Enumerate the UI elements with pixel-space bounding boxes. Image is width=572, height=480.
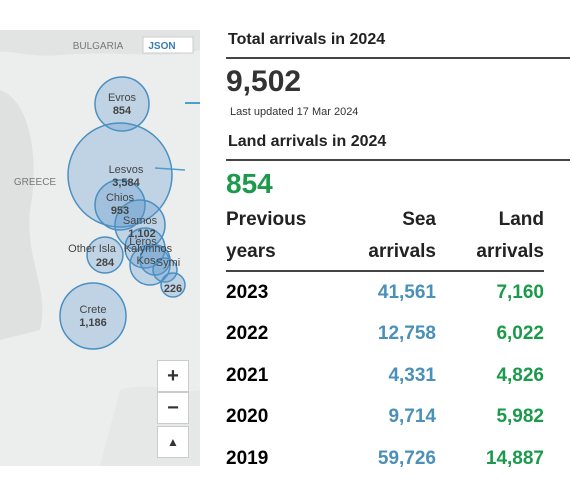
zoom-out[interactable]: − — [157, 392, 189, 424]
point-name: Kalymnos — [124, 243, 173, 255]
row: 2019 59,726 14,887 — [226, 438, 544, 480]
point-value: 3,584 — [112, 177, 140, 189]
land-arrivals: 7,160 — [496, 281, 544, 303]
point-value: 284 — [96, 257, 115, 269]
year: 2021 — [226, 364, 269, 386]
land-title: Land arrivals in 2024 — [228, 133, 387, 150]
point-name: Chios — [106, 192, 135, 204]
year: 2019 — [226, 447, 269, 469]
year: 2023 — [226, 281, 269, 303]
point-name: Kos — [137, 255, 156, 267]
country-label: BULGARIA — [73, 41, 124, 52]
land-arrivals: 6,022 — [496, 323, 544, 345]
sea-arrivals: 59,726 — [377, 447, 436, 469]
point-name: Other Isla — [68, 243, 117, 255]
point-name: Crete — [80, 304, 107, 316]
land-value: 854 — [226, 168, 273, 199]
row: 2020 9,714 5,982 — [226, 397, 544, 439]
row: 2023 41,561 7,160 — [226, 271, 544, 314]
header: Sea arrivals — [336, 204, 436, 272]
updated: Last updated 17 Mar 2024 — [230, 106, 359, 118]
point-value: 226 — [164, 283, 182, 295]
map[interactable]: BULGARIA GREECE JSON Evros 854 Lesvos 3,… — [0, 30, 200, 466]
land-arrivals: 14,887 — [485, 447, 544, 469]
year: 2022 — [226, 323, 269, 345]
year: 2020 — [226, 406, 269, 428]
sea-arrivals: 4,331 — [388, 364, 436, 386]
table: Previous years Sea arrivals Land arrival… — [226, 204, 544, 480]
sea-arrivals: 12,758 — [377, 323, 436, 345]
sea-arrivals: 41,561 — [377, 281, 436, 303]
zoom-in[interactable]: + — [157, 360, 189, 392]
point-name: Leros — [129, 236, 157, 248]
row: 2022 12,758 6,022 — [226, 314, 544, 356]
point-value: 1,102 — [128, 228, 156, 240]
header: Previous years — [226, 204, 336, 272]
total-title: Total arrivals in 2024 — [228, 31, 386, 48]
point-name: Lesvos — [109, 164, 144, 176]
sea-arrivals: 9,714 — [388, 406, 436, 428]
point-name: Evros — [108, 92, 137, 104]
point-name: Samos — [123, 215, 158, 227]
reset-north[interactable]: ▲ — [157, 426, 189, 458]
point-value: 953 — [111, 205, 129, 217]
land-arrivals: 5,982 — [496, 406, 544, 428]
header: Land arrivals — [436, 204, 544, 272]
country-label: GREECE — [14, 177, 57, 188]
rule — [226, 159, 570, 161]
point-value: 1,186 — [79, 317, 107, 329]
point-name: Symi — [156, 257, 180, 269]
point-value: 854 — [113, 105, 132, 117]
rule — [226, 57, 570, 59]
json-button[interactable]: JSON — [148, 41, 175, 52]
row: 2021 4,331 4,826 — [226, 355, 544, 397]
land-arrivals: 4,826 — [496, 364, 544, 386]
total-value: 9,502 — [226, 65, 302, 98]
